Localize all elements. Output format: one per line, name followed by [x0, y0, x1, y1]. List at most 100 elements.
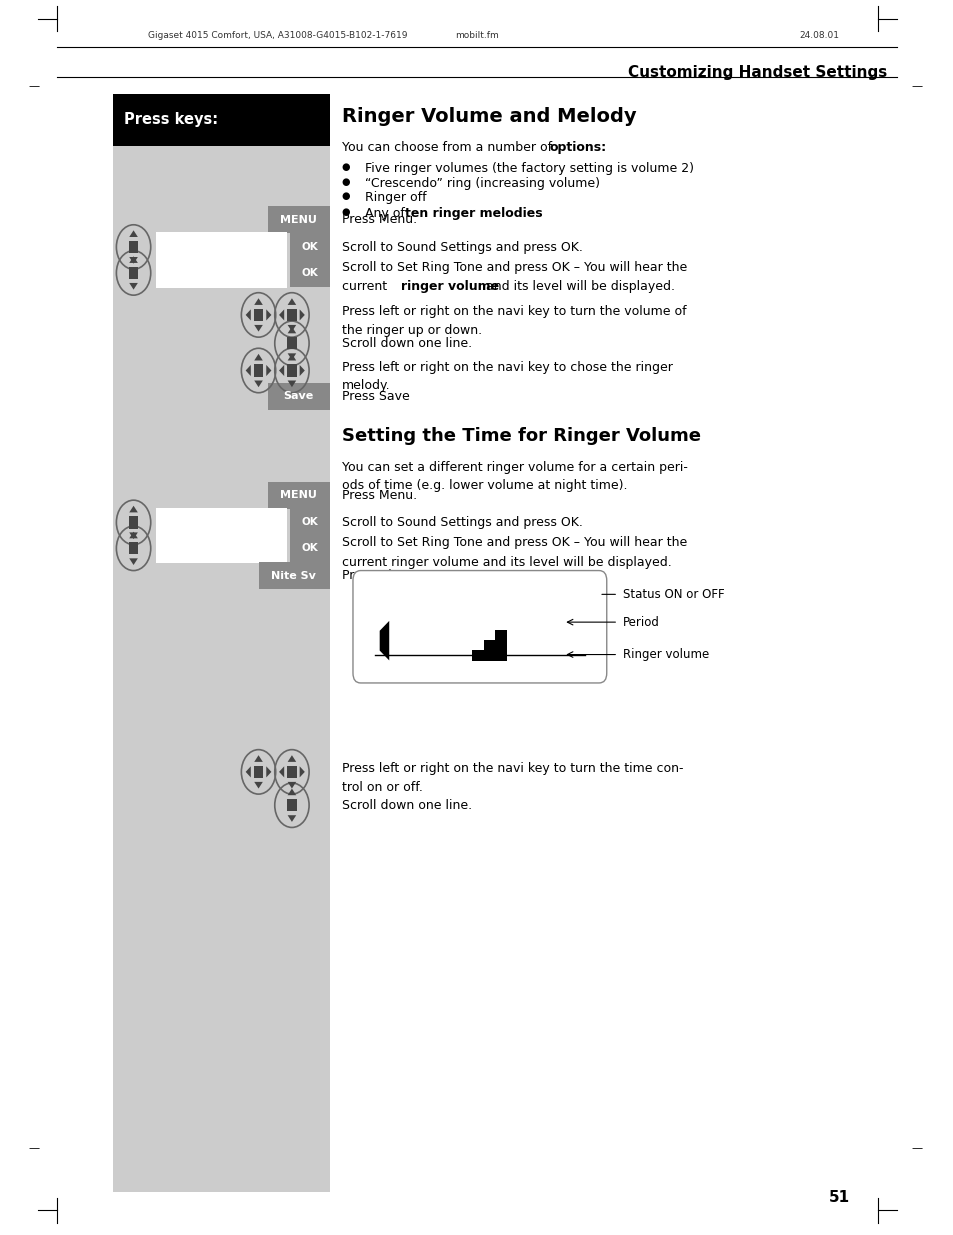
- Polygon shape: [278, 366, 284, 375]
- Bar: [253, 309, 263, 321]
- Polygon shape: [288, 815, 295, 823]
- Text: Setting the Time for Ringer Volume: Setting the Time for Ringer Volume: [341, 427, 700, 446]
- Polygon shape: [129, 558, 137, 566]
- FancyBboxPatch shape: [290, 535, 330, 562]
- Text: Gigaset 4015 Comfort, USA, A31008-G4015-B102-1-7619: Gigaset 4015 Comfort, USA, A31008-G4015-…: [148, 31, 407, 40]
- Bar: [129, 542, 138, 555]
- Text: MENU: MENU: [280, 490, 316, 500]
- Text: Ringer Volume and Melody: Ringer Volume and Melody: [341, 107, 636, 126]
- Polygon shape: [278, 766, 284, 778]
- Bar: [129, 516, 138, 529]
- Text: —: —: [29, 1144, 40, 1153]
- Text: —: —: [29, 82, 40, 91]
- Text: ●: ●: [341, 162, 350, 172]
- Text: trol on or off.: trol on or off.: [341, 781, 422, 794]
- Bar: [287, 766, 296, 778]
- Text: OK: OK: [301, 543, 318, 553]
- FancyBboxPatch shape: [112, 130, 330, 1192]
- Text: and its level will be displayed.: and its level will be displayed.: [481, 280, 674, 294]
- Text: Ringer off: Ringer off: [365, 191, 427, 205]
- FancyBboxPatch shape: [156, 534, 287, 563]
- Polygon shape: [129, 257, 137, 263]
- FancyBboxPatch shape: [156, 508, 287, 537]
- Text: the ringer up or down.: the ringer up or down.: [341, 324, 481, 337]
- Text: Press left or right on the navi key to turn the volume of: Press left or right on the navi key to t…: [341, 305, 685, 319]
- Text: 24.08.01: 24.08.01: [799, 31, 839, 40]
- FancyBboxPatch shape: [268, 482, 330, 509]
- Text: Status ON or OFF: Status ON or OFF: [622, 588, 724, 601]
- Polygon shape: [288, 380, 295, 388]
- Bar: [129, 241, 138, 253]
- Polygon shape: [288, 325, 295, 331]
- Bar: [287, 799, 296, 811]
- Polygon shape: [266, 766, 271, 778]
- Polygon shape: [379, 621, 389, 661]
- Text: Scroll down one line.: Scroll down one line.: [341, 337, 471, 350]
- Text: OK: OK: [301, 242, 318, 252]
- Text: current ringer volume and its level will be displayed.: current ringer volume and its level will…: [341, 556, 671, 569]
- Bar: [253, 364, 263, 377]
- FancyBboxPatch shape: [156, 258, 287, 288]
- Text: Scroll down one line.: Scroll down one line.: [341, 799, 471, 811]
- Polygon shape: [288, 327, 295, 333]
- Text: ringer volume: ringer volume: [400, 280, 498, 294]
- Text: MENU: MENU: [280, 215, 316, 225]
- Polygon shape: [253, 354, 262, 361]
- Polygon shape: [288, 782, 295, 789]
- Text: OK: OK: [301, 517, 318, 527]
- Bar: [253, 766, 263, 778]
- Polygon shape: [266, 310, 271, 320]
- Polygon shape: [278, 310, 284, 320]
- Polygon shape: [460, 619, 506, 661]
- Text: You can set a different ringer volume for a certain peri-: You can set a different ringer volume fo…: [341, 461, 687, 474]
- Polygon shape: [253, 299, 262, 305]
- Text: mobilt.fm: mobilt.fm: [455, 31, 498, 40]
- Text: Nite Sv: Nite Sv: [271, 571, 316, 580]
- Polygon shape: [245, 766, 251, 778]
- Polygon shape: [253, 755, 262, 762]
- Polygon shape: [253, 782, 262, 789]
- FancyBboxPatch shape: [268, 206, 330, 233]
- Polygon shape: [288, 354, 295, 361]
- Text: current: current: [341, 280, 390, 294]
- Polygon shape: [245, 366, 251, 375]
- Text: You can choose from a number of: You can choose from a number of: [341, 141, 555, 154]
- Polygon shape: [253, 325, 262, 331]
- FancyBboxPatch shape: [156, 232, 287, 262]
- FancyBboxPatch shape: [112, 94, 330, 146]
- Polygon shape: [288, 353, 295, 361]
- Text: Any of: Any of: [365, 207, 409, 221]
- Text: ●: ●: [341, 207, 350, 217]
- Polygon shape: [299, 366, 305, 375]
- Polygon shape: [288, 299, 295, 305]
- Text: —: —: [910, 82, 922, 91]
- Polygon shape: [288, 755, 295, 762]
- Bar: [287, 364, 296, 377]
- Text: Scroll to Sound Settings and press OK.: Scroll to Sound Settings and press OK.: [341, 241, 581, 253]
- Text: Press Nite Sv.: Press Nite Sv.: [341, 569, 426, 582]
- Text: Five ringer volumes (the factory setting is volume 2): Five ringer volumes (the factory setting…: [365, 162, 694, 175]
- Text: Customizing Handset Settings: Customizing Handset Settings: [627, 65, 886, 80]
- Text: Press Menu.: Press Menu.: [341, 489, 416, 501]
- Text: ten ringer melodies: ten ringer melodies: [405, 207, 542, 221]
- Text: Press left or right on the navi key to turn the time con-: Press left or right on the navi key to t…: [341, 762, 682, 776]
- Polygon shape: [253, 380, 262, 388]
- Polygon shape: [129, 257, 137, 263]
- FancyBboxPatch shape: [290, 509, 330, 536]
- Text: Ringer volume: Ringer volume: [622, 648, 708, 661]
- FancyBboxPatch shape: [258, 562, 330, 589]
- Text: “Crescendo” ring (increasing volume): “Crescendo” ring (increasing volume): [365, 177, 599, 190]
- Polygon shape: [288, 789, 295, 795]
- FancyBboxPatch shape: [290, 233, 330, 261]
- Text: Period: Period: [622, 615, 659, 629]
- Polygon shape: [129, 531, 137, 538]
- Text: Save: Save: [283, 391, 314, 401]
- Bar: [129, 267, 138, 279]
- Text: Press keys:: Press keys:: [124, 112, 218, 127]
- FancyBboxPatch shape: [353, 571, 606, 683]
- Text: ods of time (e.g. lower volume at night time).: ods of time (e.g. lower volume at night …: [341, 479, 626, 493]
- Text: Press Menu.: Press Menu.: [341, 214, 416, 226]
- Polygon shape: [129, 230, 137, 237]
- Polygon shape: [245, 310, 251, 320]
- Text: Scroll to Set Ring Tone and press OK – You will hear the: Scroll to Set Ring Tone and press OK – Y…: [341, 536, 686, 550]
